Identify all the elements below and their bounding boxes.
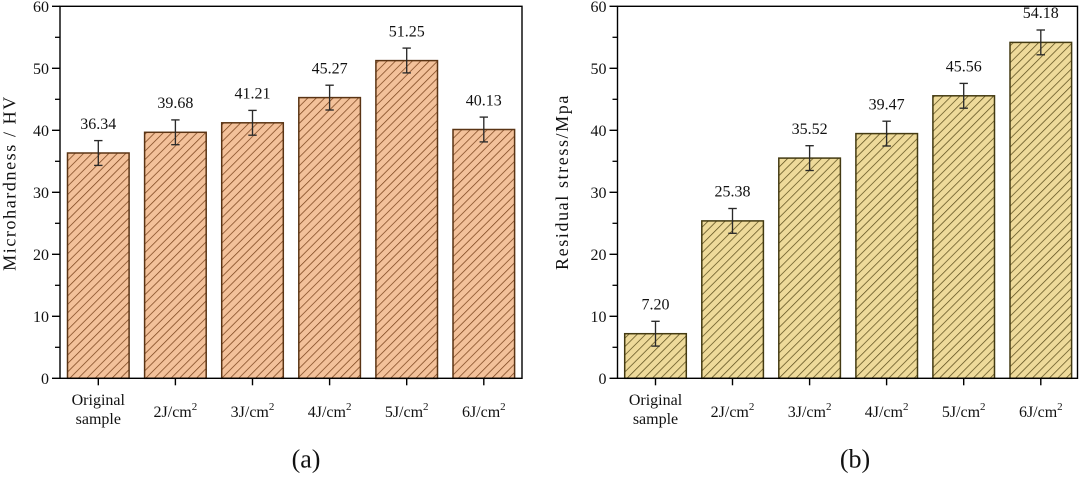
- svg-text:sample: sample: [76, 411, 121, 428]
- svg-text:39.47: 39.47: [869, 96, 905, 113]
- svg-text:40.13: 40.13: [466, 92, 502, 109]
- svg-text:Residual stress/Mpa: Residual stress/Mpa: [552, 94, 572, 270]
- svg-text:30: 30: [591, 185, 607, 202]
- svg-text:50: 50: [33, 61, 49, 78]
- svg-text:60: 60: [33, 0, 49, 16]
- svg-text:6J/cm2: 6J/cm2: [1019, 401, 1063, 421]
- svg-text:20: 20: [33, 247, 49, 264]
- svg-text:4J/cm2: 4J/cm2: [865, 401, 909, 421]
- svg-text:25.38: 25.38: [715, 184, 751, 201]
- svg-text:7.20: 7.20: [642, 297, 670, 314]
- svg-text:(a): (a): [292, 445, 321, 474]
- svg-text:Original: Original: [72, 392, 126, 409]
- svg-text:0: 0: [599, 371, 607, 388]
- svg-text:Original: Original: [629, 392, 683, 409]
- svg-text:5J/cm2: 5J/cm2: [942, 401, 986, 421]
- svg-text:39.68: 39.68: [157, 95, 193, 112]
- svg-text:4J/cm2: 4J/cm2: [308, 401, 352, 421]
- svg-text:41.21: 41.21: [235, 86, 271, 103]
- svg-text:40: 40: [591, 123, 607, 140]
- svg-text:60: 60: [591, 0, 607, 16]
- svg-text:45.56: 45.56: [946, 59, 982, 76]
- svg-text:30: 30: [33, 185, 49, 202]
- svg-text:sample: sample: [633, 411, 678, 428]
- svg-text:10: 10: [33, 309, 49, 326]
- svg-text:40: 40: [33, 123, 49, 140]
- svg-text:45.27: 45.27: [312, 60, 348, 77]
- svg-text:(b): (b): [840, 445, 870, 474]
- svg-text:50: 50: [591, 61, 607, 78]
- svg-text:6J/cm2: 6J/cm2: [462, 401, 506, 421]
- svg-text:5J/cm2: 5J/cm2: [385, 401, 429, 421]
- svg-text:3J/cm2: 3J/cm2: [788, 401, 832, 421]
- svg-text:Microhardness / HV: Microhardness / HV: [0, 95, 20, 271]
- svg-text:3J/cm2: 3J/cm2: [231, 401, 275, 421]
- svg-text:36.34: 36.34: [80, 116, 116, 133]
- svg-text:54.18: 54.18: [1023, 5, 1059, 22]
- svg-text:2J/cm2: 2J/cm2: [154, 401, 198, 421]
- svg-text:35.52: 35.52: [792, 121, 828, 138]
- svg-text:0: 0: [41, 371, 49, 388]
- svg-text:10: 10: [591, 309, 607, 326]
- svg-text:51.25: 51.25: [389, 23, 425, 40]
- svg-text:20: 20: [591, 247, 607, 264]
- svg-text:2J/cm2: 2J/cm2: [711, 401, 755, 421]
